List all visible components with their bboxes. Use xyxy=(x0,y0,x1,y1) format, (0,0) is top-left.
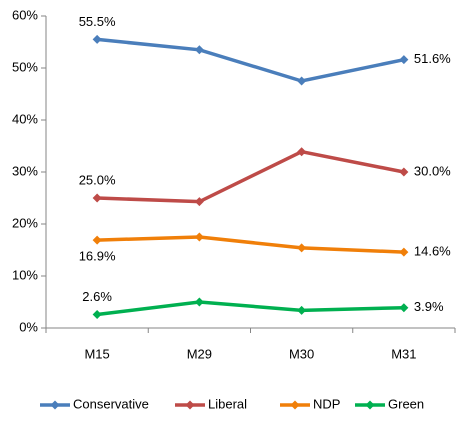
x-tick-label: M29 xyxy=(187,346,212,361)
y-tick-label: 50% xyxy=(12,59,38,74)
legend-marker xyxy=(185,400,195,410)
data-point xyxy=(194,232,204,242)
data-point xyxy=(194,197,204,207)
x-tick-label: M15 xyxy=(84,346,109,361)
series-line xyxy=(96,37,405,83)
data-point xyxy=(399,167,409,177)
x-tick-label: M30 xyxy=(289,346,314,361)
y-tick-label: 60% xyxy=(12,7,38,22)
data-label: 14.6% xyxy=(414,244,451,259)
data-point xyxy=(92,235,102,245)
data-point xyxy=(194,297,204,307)
data-point xyxy=(399,55,409,65)
legend-marker xyxy=(50,400,60,410)
data-point xyxy=(297,305,307,315)
y-tick-label: 20% xyxy=(12,215,38,230)
y-tick-label: 40% xyxy=(12,111,38,126)
data-point xyxy=(92,193,102,203)
y-tick-label: 10% xyxy=(12,267,38,282)
legend-marker xyxy=(365,400,375,410)
data-label: 51.6% xyxy=(414,51,451,66)
data-point xyxy=(399,247,409,257)
series-line xyxy=(97,149,405,204)
data-point xyxy=(297,147,307,157)
legend-marker xyxy=(290,400,300,410)
x-tick-label: M31 xyxy=(391,346,416,361)
data-label: 3.9% xyxy=(414,299,444,314)
data-label: 25.0% xyxy=(79,172,116,187)
legend-label: Conservative xyxy=(73,396,149,411)
legend-label: NDP xyxy=(313,396,340,411)
data-label: 16.9% xyxy=(79,249,116,264)
legend-label: Liberal xyxy=(208,396,247,411)
data-point xyxy=(297,76,307,86)
data-point xyxy=(399,303,409,313)
data-point xyxy=(92,34,102,44)
series-line xyxy=(96,300,404,317)
y-tick-label: 30% xyxy=(12,163,38,178)
data-point xyxy=(194,45,204,55)
data-label: 55.5% xyxy=(79,14,116,29)
data-point xyxy=(297,243,307,253)
legend-label: Green xyxy=(388,396,424,411)
data-label: 30.0% xyxy=(414,163,451,178)
series-line xyxy=(97,235,404,254)
data-point xyxy=(92,309,102,319)
data-label: 2.6% xyxy=(82,289,112,304)
y-tick-label: 0% xyxy=(19,319,38,334)
